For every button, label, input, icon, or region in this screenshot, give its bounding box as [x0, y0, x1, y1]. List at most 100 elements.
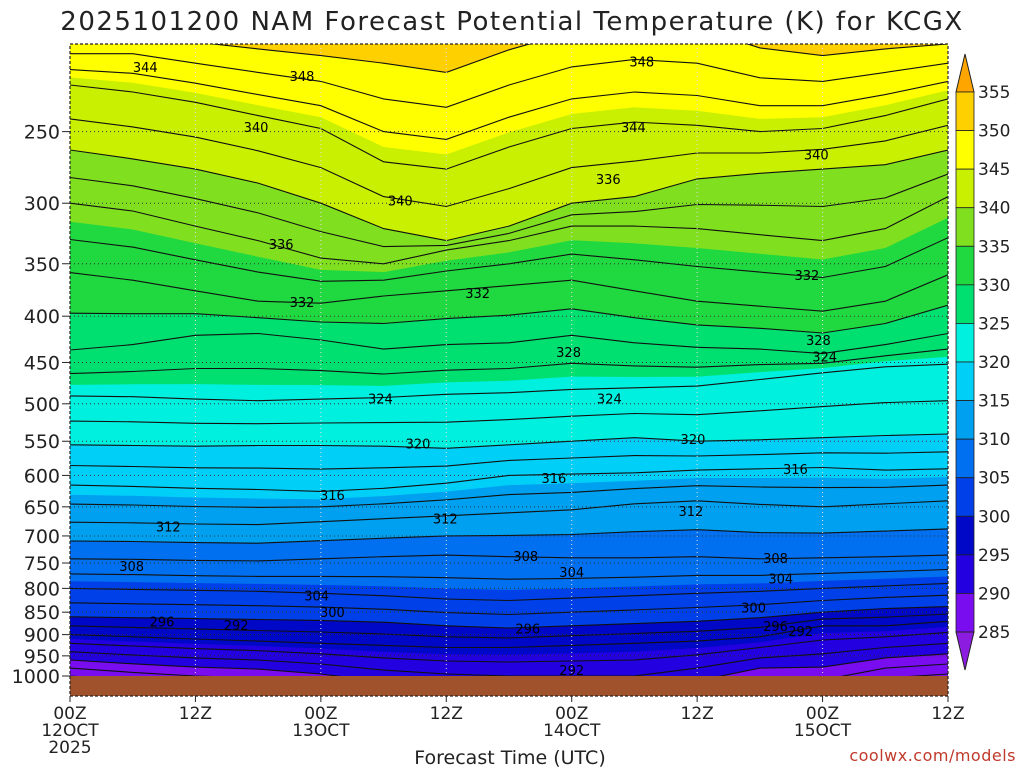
colorbar-tick-label: 345 [978, 160, 1010, 180]
colorbar-box [955, 91, 975, 131]
x-tick-label: 12Z [430, 704, 463, 724]
colorbar-box [955, 361, 975, 401]
contour-label: 316 [783, 463, 808, 478]
colorbar-tick-label: 285 [978, 623, 1010, 643]
colorbar: 355 350 345 340 335 330 325 320 315 310 305 300 295 2… [955, 53, 1010, 671]
colorbar-box [955, 438, 975, 479]
contour-label: 308 [763, 552, 788, 567]
isentrope-320 [70, 433, 948, 449]
x-tick-label: 00Z [555, 704, 588, 724]
isentrope-328 [70, 332, 948, 355]
contour-label: 316 [542, 472, 567, 487]
contour-label: 320 [406, 437, 431, 452]
credit-text: coolwx.com/models [849, 746, 1016, 765]
isentrope-306 [70, 568, 948, 580]
contour-label: 344 [621, 121, 646, 136]
isentrope-312 [70, 500, 948, 526]
isentrope-324 [70, 363, 948, 402]
x-axis-label: Forecast Time (UTC) [414, 747, 605, 768]
contour-label: 304 [768, 572, 793, 587]
colorbar-tick-label: 350 [978, 122, 1010, 142]
y-tick-label: 400 [24, 306, 60, 328]
contour-label: 332 [794, 269, 819, 284]
x-tick-label: 13OCT [292, 721, 350, 741]
contour-label: 304 [304, 590, 329, 605]
colorbar-box [955, 323, 975, 363]
contour-label: 316 [320, 489, 345, 504]
y-tick-label: 550 [24, 431, 60, 453]
colorbar-max-extend [955, 53, 975, 93]
contour-label: 344 [133, 61, 158, 76]
contour-label: 340 [244, 121, 269, 136]
isentrope-316 [70, 466, 948, 492]
isentrope-290 [70, 653, 948, 676]
contour-label: 292 [559, 664, 584, 679]
colorbar-box [955, 245, 975, 286]
contour-label: 332 [290, 296, 315, 311]
isentrope-300 [70, 606, 948, 629]
y-tick-label: 350 [24, 254, 60, 276]
colorbar-tick-label: 315 [978, 392, 1010, 412]
contour-label: 312 [678, 505, 703, 520]
colorbar-tick-label: 325 [978, 314, 1010, 334]
colorbar-tick-label: 335 [978, 237, 1010, 257]
colorbar-box [955, 284, 975, 324]
contour-label: 324 [597, 392, 622, 407]
contour-label: 340 [388, 195, 413, 210]
colorbar-tick-label: 295 [978, 546, 1010, 566]
isentrope-322 [70, 400, 948, 425]
contour-label: 348 [629, 55, 654, 70]
isentrope-342 [70, 118, 948, 208]
colorbar-tick-label: 305 [978, 469, 1010, 489]
colorbar-box [955, 400, 975, 440]
isentrope-302 [70, 594, 948, 616]
grid-lines [70, 44, 948, 676]
y-tick-label: 1000 [12, 666, 60, 688]
y-tick-label: 850 [24, 602, 60, 624]
x-tick-label: 12OCT [41, 721, 99, 741]
colorbar-box [955, 130, 975, 170]
chart-title: 2025101200 NAM Forecast Potential Temper… [60, 7, 963, 37]
y-tick-label: 700 [24, 526, 60, 548]
colorbar-box [955, 168, 975, 209]
isentrope-294 [70, 631, 948, 663]
colorbar-tick-label: 310 [978, 430, 1010, 450]
y-tick-label: 950 [24, 646, 60, 668]
x-tick-label: 12Z [681, 704, 714, 724]
x-tick-label: 00Z [806, 704, 839, 724]
colorbar-box [955, 207, 975, 247]
x-tick-label: 00Z [53, 704, 86, 724]
x-tick-label: 00Z [304, 704, 337, 724]
potential-temperature-field [70, 44, 948, 676]
y-tick-label: 450 [24, 352, 60, 374]
isentrope-318 [70, 451, 948, 470]
colorbar-tick-label: 340 [978, 199, 1010, 219]
contour-label: 328 [806, 334, 831, 349]
contour-label: 324 [812, 350, 837, 365]
isentrope-304 [70, 582, 948, 602]
y-tick-label: 250 [24, 122, 60, 144]
colorbar-box [955, 515, 975, 556]
contour-label: 296 [515, 622, 540, 637]
colorbar-tick-label: 330 [978, 276, 1010, 296]
colorbar-box [955, 477, 975, 517]
colorbar-box [955, 593, 975, 633]
colorbar-tick-label: 290 [978, 584, 1010, 604]
y-tick-label: 300 [24, 193, 60, 215]
y-tick-label: 900 [24, 625, 60, 647]
isentrope-336 [70, 196, 948, 265]
isentrope-contours [70, 44, 948, 676]
colorbar-tick-label: 320 [978, 353, 1010, 373]
isentrope-344 [70, 84, 948, 170]
contour-label: 300 [320, 606, 345, 621]
band-345 [70, 44, 948, 155]
contour-label: 292 [788, 625, 813, 640]
isentrope-310 [70, 528, 948, 544]
isentrope-314 [70, 484, 948, 508]
contour-label: 336 [596, 173, 621, 188]
contour-label: 348 [290, 70, 315, 85]
contour-label: 312 [433, 513, 458, 528]
contour-label: 336 [269, 238, 294, 253]
